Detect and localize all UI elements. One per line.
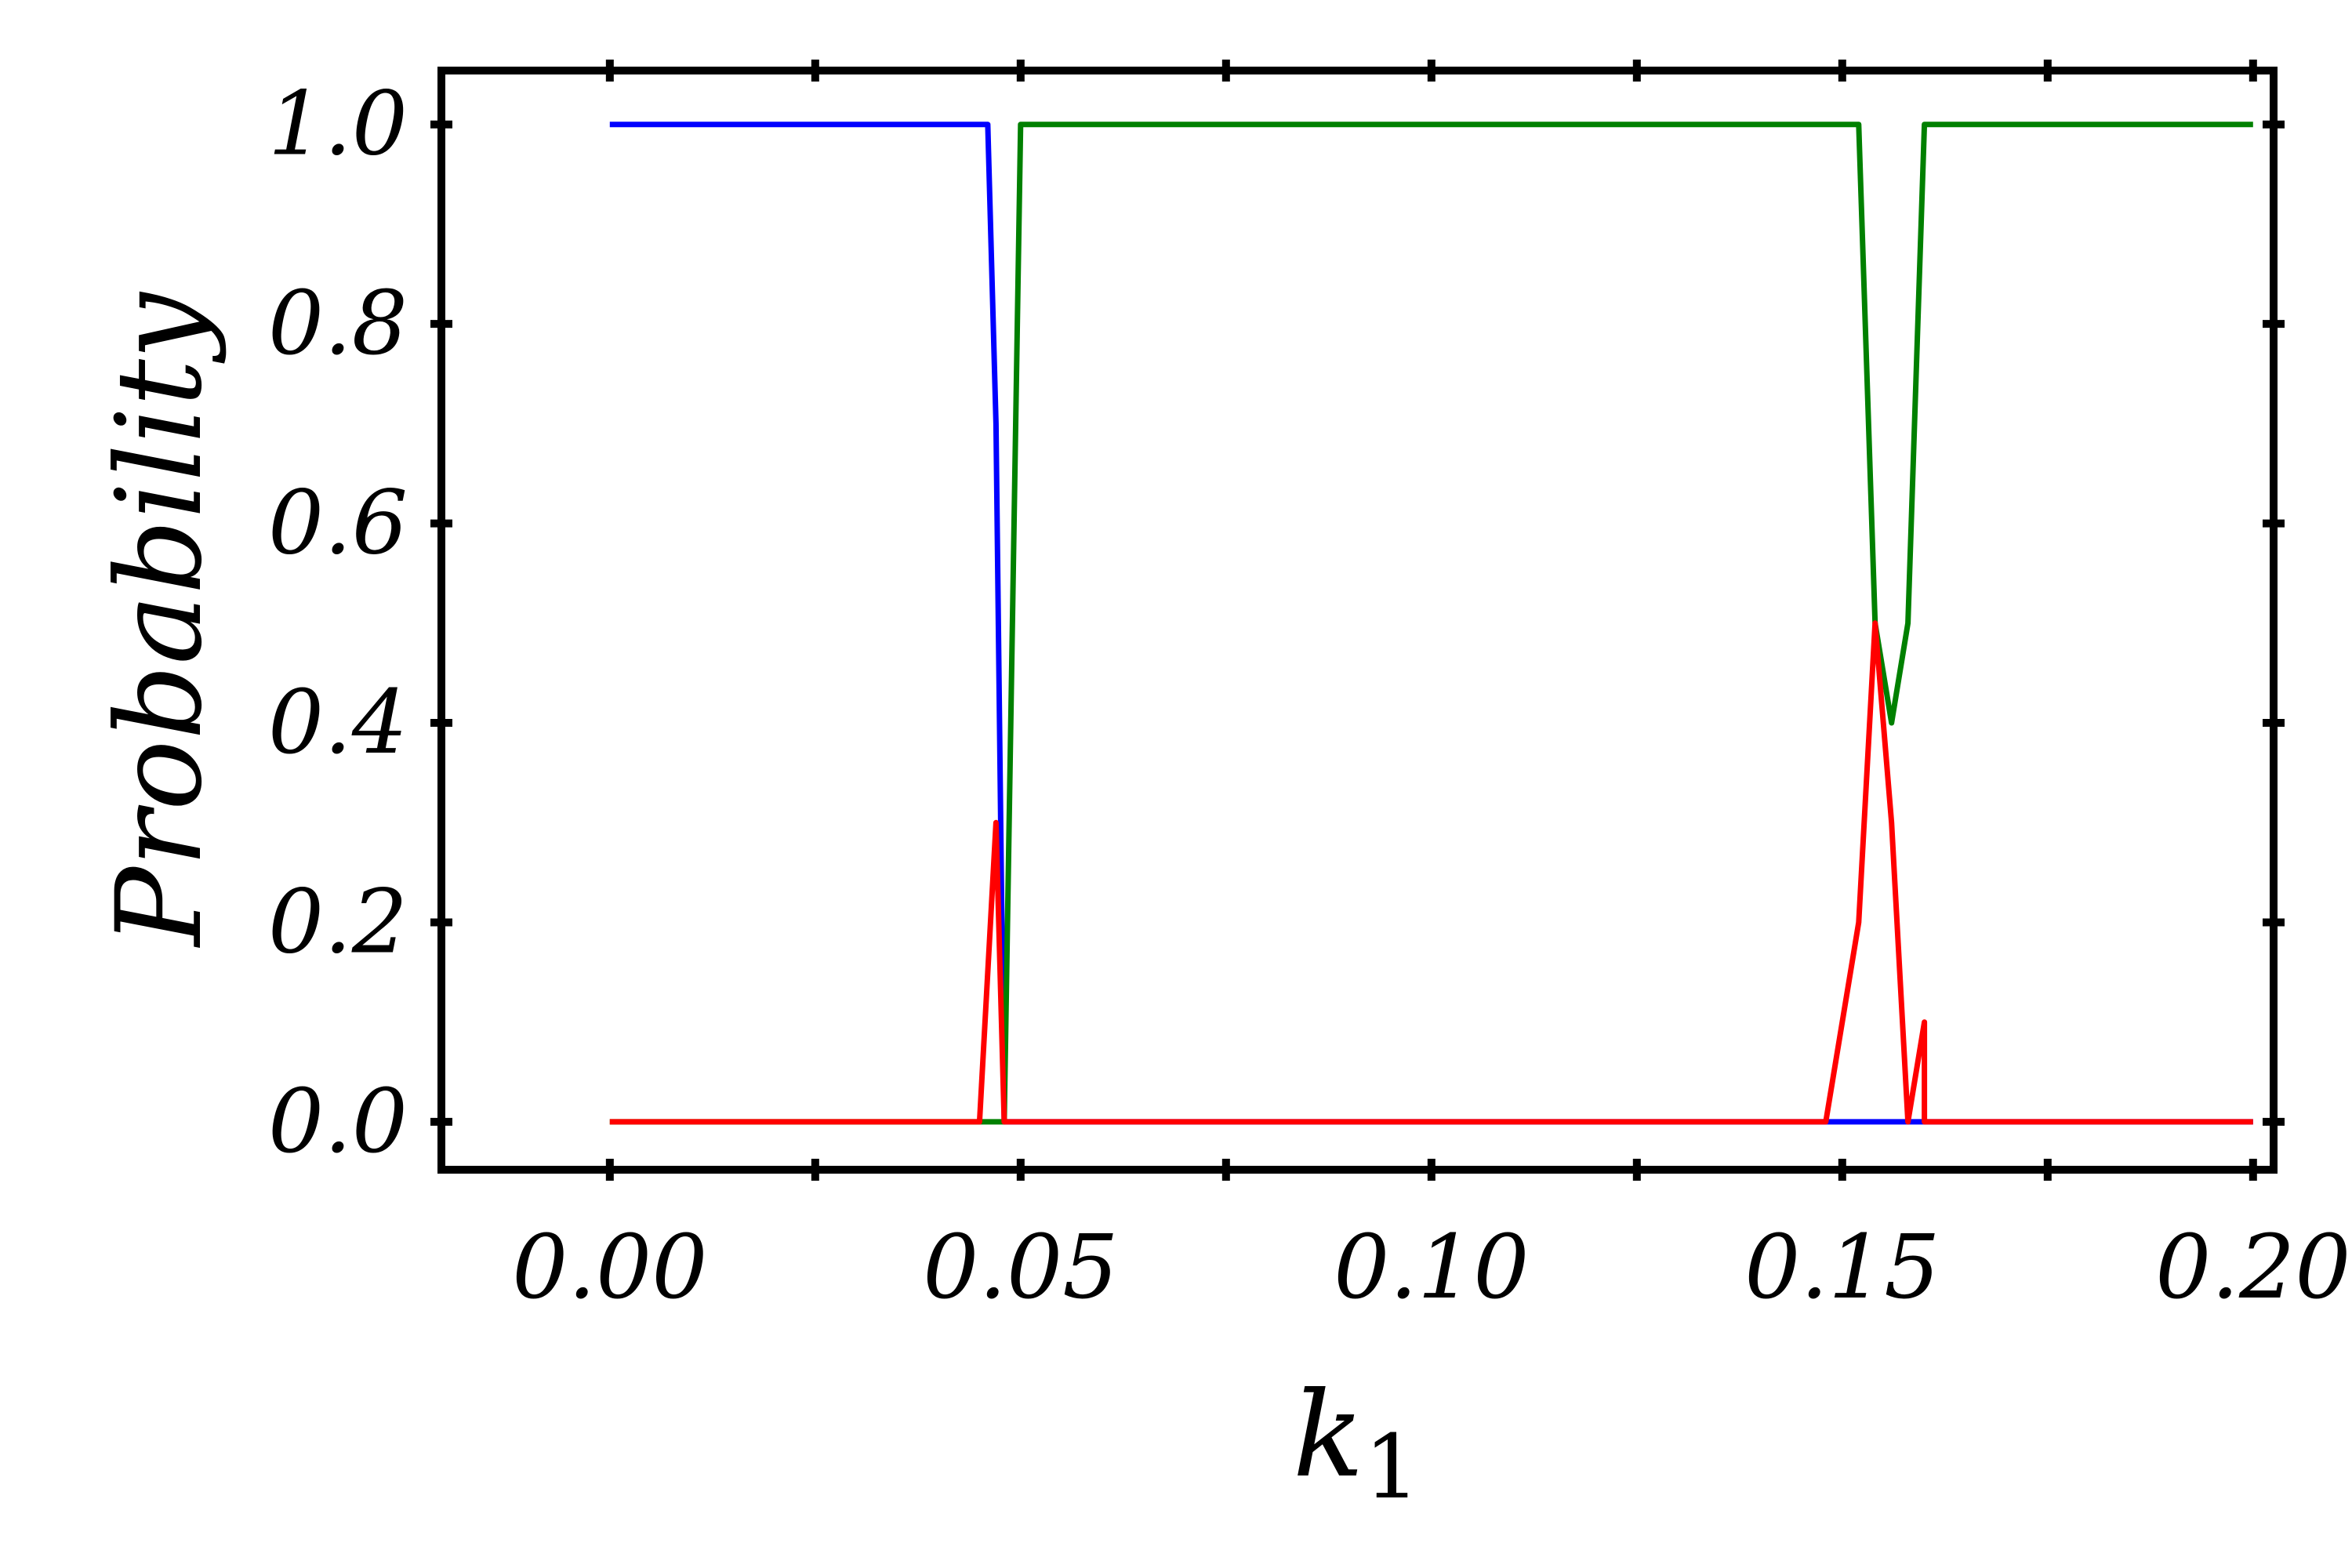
y-tick-label-3: 0.6	[268, 473, 408, 575]
y-tick-label-0: 0.0	[268, 1071, 408, 1173]
x-axis-label-main: k	[1293, 1367, 1364, 1504]
x-axis-label-subscript: 1	[1364, 1417, 1420, 1519]
y-tick-label-2: 0.4	[268, 672, 408, 774]
x-axis-label: k1	[1293, 1367, 1420, 1519]
plot-frame	[437, 67, 2278, 1174]
x-tick-label-4: 0.20	[2155, 1217, 2350, 1319]
series-line-3	[609, 620, 2253, 1125]
x-tick-label-2: 0.10	[1334, 1217, 1529, 1319]
y-tick-label-1: 0.2	[268, 871, 408, 973]
y-tick-label-4: 0.8	[268, 273, 408, 375]
y-axis-label: Probability	[92, 291, 228, 949]
ticks-layer	[430, 60, 2285, 1181]
x-tick-label-3: 0.15	[1744, 1217, 1940, 1319]
tick-labels: 0.00 0.05 0.10 0.15 0.20 0.0 0.2 0.4 0.6 0.8 1.0	[268, 74, 2351, 1319]
x-tick-label-1: 0.05	[923, 1217, 1118, 1319]
series-line-1	[609, 122, 2253, 1125]
x-tick-label-0: 0.00	[512, 1217, 707, 1319]
y-tick-label-5: 1.0	[268, 74, 408, 176]
series-line-2	[609, 122, 2253, 1125]
series-layer	[609, 122, 2253, 1125]
